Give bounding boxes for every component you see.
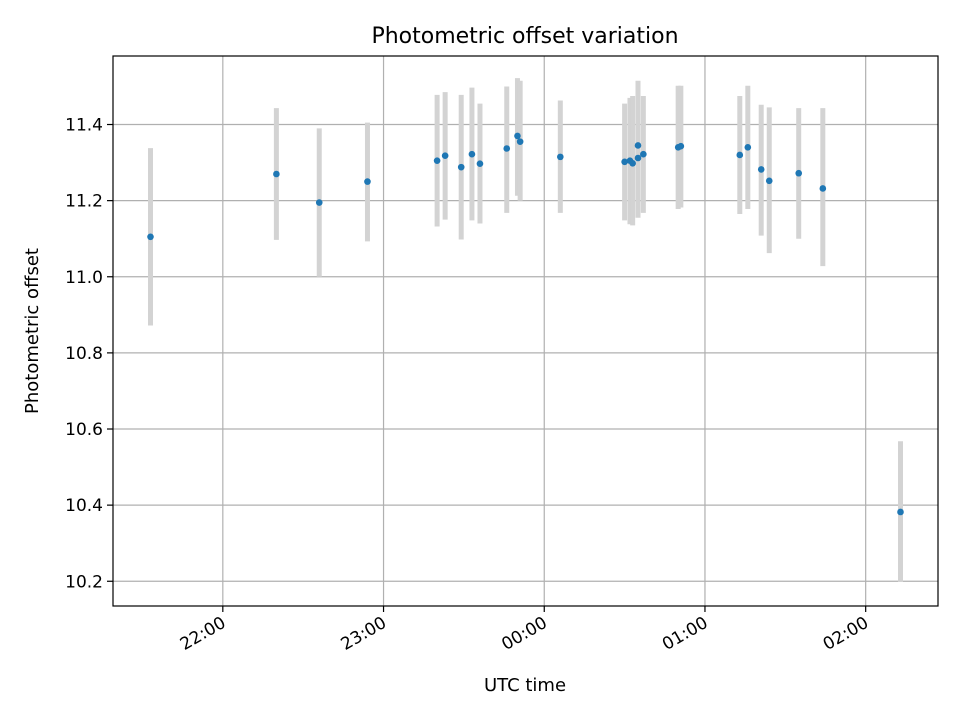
data-point <box>819 185 827 192</box>
data-points <box>147 132 904 516</box>
data-point <box>433 157 441 164</box>
data-point <box>315 199 323 206</box>
data-point <box>634 142 642 149</box>
data-point <box>503 145 511 152</box>
y-tick-label: 11.2 <box>65 192 103 212</box>
data-point <box>476 160 484 168</box>
y-tick-label: 10.4 <box>65 496 103 516</box>
data-point <box>640 150 647 158</box>
x-axis-label: UTC time <box>484 675 566 696</box>
y-tick-label: 11.4 <box>65 116 103 136</box>
data-point <box>765 177 773 185</box>
data-point <box>795 169 803 177</box>
y-tick-label: 11.0 <box>65 268 103 288</box>
y-axis-label: Photometric offset <box>22 248 43 414</box>
data-point <box>629 160 636 167</box>
data-point <box>736 151 744 159</box>
data-point <box>897 508 904 516</box>
data-point <box>441 152 449 160</box>
chart-title: Photometric offset variation <box>371 24 678 49</box>
data-point <box>621 158 628 166</box>
y-tick-label: 10.8 <box>65 344 103 364</box>
data-point <box>516 138 524 145</box>
y-tick-label: 10.2 <box>65 572 103 592</box>
data-point <box>273 170 280 178</box>
data-point <box>468 150 476 158</box>
data-point <box>364 178 371 185</box>
data-point <box>557 153 564 161</box>
data-point <box>514 132 521 140</box>
data-point <box>634 154 642 162</box>
data-point <box>757 166 765 173</box>
y-tick-label: 10.6 <box>65 420 103 440</box>
data-point <box>457 163 465 171</box>
data-point <box>147 233 154 241</box>
data-point <box>744 144 752 151</box>
data-point <box>677 142 685 150</box>
plot-frame <box>112 55 939 607</box>
